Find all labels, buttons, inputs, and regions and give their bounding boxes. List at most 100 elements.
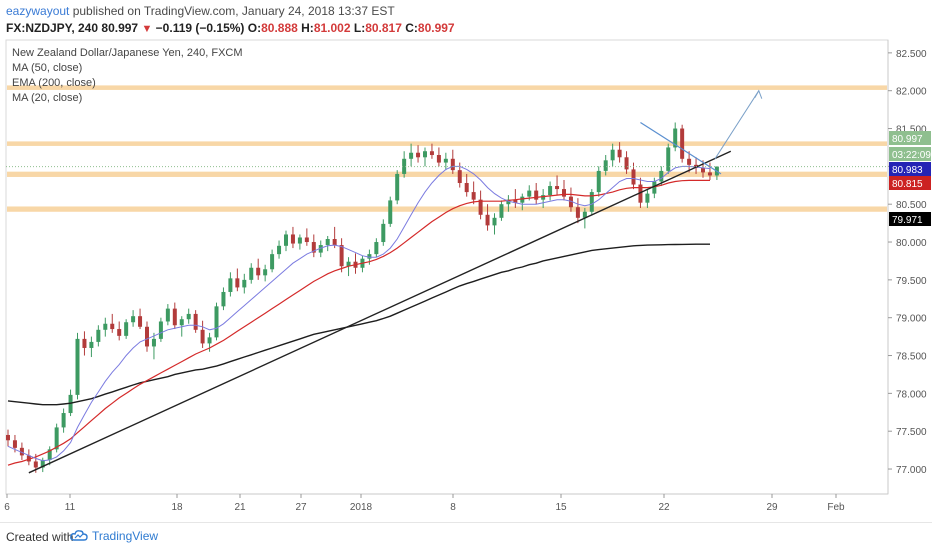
x-tick-label: 8 [450, 502, 456, 513]
x-tick-label: 2018 [350, 502, 373, 513]
candle-up [318, 245, 323, 253]
y-tick-label: 77.500 [896, 427, 927, 438]
candle-up [151, 338, 156, 347]
legend-ma20: MA (20, close) [12, 92, 82, 104]
candle-up [214, 306, 219, 338]
price-chart[interactable]: 77.000 77.500 78.000 78.500 79.000 79.500 80.0… [0, 38, 932, 522]
candle-up [492, 217, 497, 226]
candle-down [555, 186, 560, 190]
candle-down [568, 196, 573, 208]
candle-down [172, 308, 177, 326]
y-tick-label: 81.500 [896, 125, 927, 136]
candle-down [6, 434, 10, 441]
y-tick-label: 77.000 [896, 465, 927, 476]
candle-up [89, 341, 94, 348]
candle-down [145, 326, 149, 347]
candle-up [68, 394, 73, 414]
wedge-upper-line [640, 121, 722, 175]
candle-down [471, 192, 476, 200]
tradingview-logo[interactable]: TradingView [70, 529, 158, 543]
price-tag [889, 176, 931, 190]
price-tag-label: 80.997 [892, 134, 923, 145]
change-value: −0.119 (−0.15%) [155, 21, 245, 35]
y-tick-label: 80.500 [896, 200, 927, 211]
tradingview-brand-text: TradingView [92, 529, 159, 543]
candle-down [638, 184, 643, 203]
candle-up [402, 158, 407, 174]
candle-down [450, 158, 455, 171]
candle-up [666, 147, 671, 171]
tradingview-cloud-icon [70, 530, 88, 541]
candle-down [138, 316, 143, 327]
y-tick-label: 82.500 [896, 49, 927, 60]
price-tag-label: 80.815 [892, 179, 923, 190]
footer: Created with TradingView [0, 522, 932, 551]
candle-down [12, 440, 17, 448]
y-tick-label: 80.000 [896, 238, 927, 249]
candle-up [54, 427, 59, 450]
candle-up [520, 196, 525, 203]
author-link[interactable]: eazywayout [6, 4, 70, 18]
open-value: 80.888 [261, 21, 298, 35]
candle-up [589, 192, 594, 212]
candle-up [47, 449, 52, 460]
candle-up [388, 200, 393, 224]
candle-down [534, 190, 539, 200]
candle-down [332, 239, 337, 246]
candle-up [610, 149, 615, 161]
price-tag [889, 147, 931, 161]
symbol-label: FX:NZDJPY, 240 [6, 21, 99, 35]
low-label: L: [353, 21, 366, 35]
last-price: 80.997 [101, 21, 139, 35]
candle-up [548, 186, 553, 196]
candle-down [485, 214, 490, 226]
candle-up [103, 323, 108, 330]
candle-down [562, 189, 566, 197]
support-resistance-zone [7, 206, 887, 212]
x-tick-label: 6 [4, 502, 10, 513]
candle-up [395, 173, 400, 201]
x-tick-label: 29 [766, 502, 778, 513]
ma50-line [7, 179, 710, 466]
candle-up [423, 151, 427, 158]
price-tag [889, 162, 931, 176]
support-resistance-zone [7, 171, 887, 177]
candle-down [110, 323, 115, 330]
candle-up [124, 322, 129, 336]
high-value: 81.002 [313, 21, 351, 35]
candle-down [416, 152, 421, 158]
created-with-label: Created with [6, 530, 74, 544]
candle-up [325, 239, 330, 246]
y-tick-label: 78.500 [896, 352, 927, 363]
candle-down [436, 155, 441, 163]
ohlc-line: FX:NZDJPY, 240 80.997 ▼ −0.119 (−0.15%) … [6, 21, 455, 35]
candle-down [478, 199, 483, 215]
candle-down [311, 242, 316, 253]
candle-up [40, 459, 45, 468]
candle-down [631, 169, 636, 185]
legend-ema200: EMA (200, close) [12, 77, 96, 89]
candle-up [596, 170, 601, 193]
candle-up [179, 319, 184, 326]
candle-down [117, 329, 122, 336]
price-tag-label: 80.983 [892, 165, 923, 176]
y-tick-label: 82.000 [896, 87, 927, 98]
candle-up [96, 329, 101, 342]
x-tick-label: 18 [171, 502, 183, 513]
candle-up [645, 193, 650, 203]
candle-up [249, 267, 254, 280]
legend-title: New Zealand Dollar/Japanese Yen, 240, FX… [12, 47, 243, 59]
candle-up [346, 261, 351, 267]
candle-down [617, 149, 622, 158]
candle-down [193, 313, 198, 330]
candle-down [429, 151, 434, 156]
plot-area [5, 39, 889, 495]
candle-down [624, 157, 629, 170]
candle-up [284, 234, 288, 246]
x-tick-label: 15 [555, 502, 567, 513]
candle-up [582, 211, 587, 218]
candle-up [186, 313, 191, 320]
chart-header: eazywayout published on TradingView.com,… [0, 0, 932, 38]
candle-up [443, 158, 448, 163]
x-tick-label: 27 [295, 502, 307, 513]
